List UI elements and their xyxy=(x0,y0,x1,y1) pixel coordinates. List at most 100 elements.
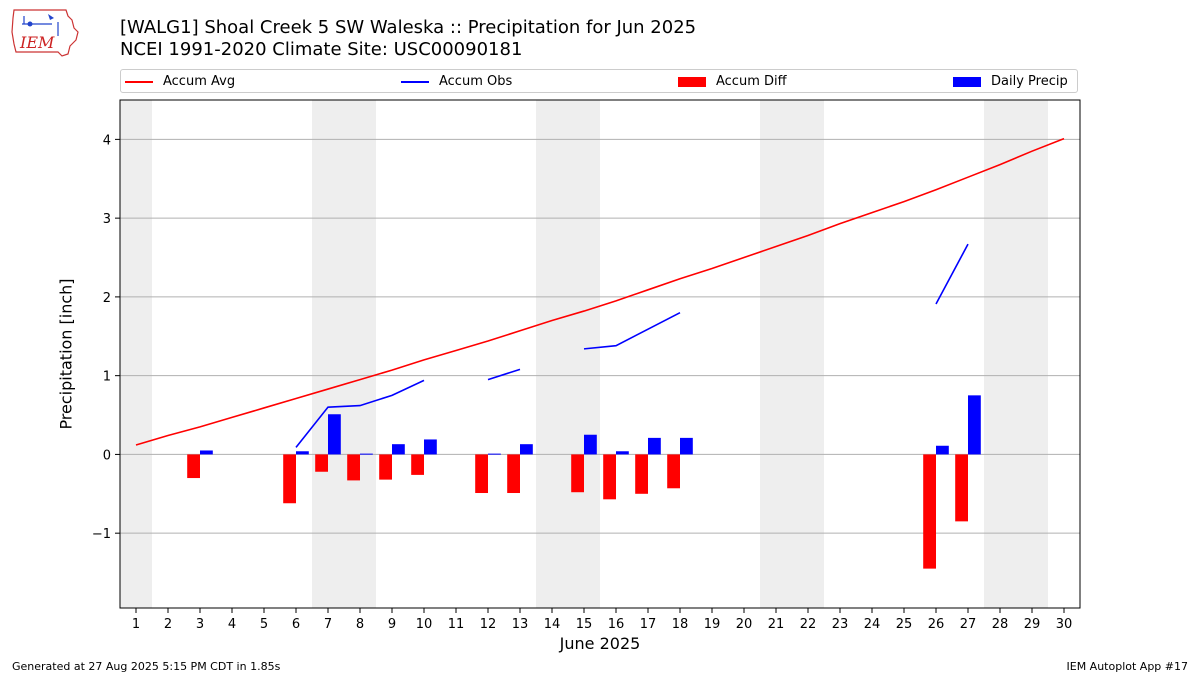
daily-precip-bar xyxy=(648,437,661,455)
accum-diff-bar xyxy=(667,454,680,489)
x-tick-label: 11 xyxy=(448,617,465,632)
x-tick-label: 21 xyxy=(768,617,785,632)
x-tick-label: 27 xyxy=(960,617,977,632)
x-tick-label: 14 xyxy=(544,617,561,632)
legend-item-daily-precip: Daily Precip xyxy=(953,73,1068,91)
weekend-shade xyxy=(312,100,344,608)
accum-obs-line xyxy=(583,311,681,350)
x-tick-label: 12 xyxy=(480,617,497,632)
legend-swatch-daily-precip xyxy=(953,76,981,87)
accum-diff-bar xyxy=(507,454,520,494)
x-tick-label: 8 xyxy=(356,617,364,632)
y-tick-label: 0 xyxy=(103,448,111,463)
accum-diff-bar xyxy=(379,454,392,480)
x-tick-label: 18 xyxy=(672,617,689,632)
weekend-shade xyxy=(120,100,152,608)
x-tick-label: 28 xyxy=(992,617,1009,632)
x-tick-label: 19 xyxy=(704,617,721,632)
x-tick-label: 3 xyxy=(196,617,204,632)
x-tick-label: 9 xyxy=(388,617,396,632)
x-tick-label: 15 xyxy=(576,617,593,632)
y-tick-label: 3 xyxy=(103,212,111,227)
x-tick-label: 24 xyxy=(864,617,881,632)
daily-precip-bar xyxy=(936,445,949,455)
x-tick-label: 10 xyxy=(416,617,433,632)
legend: Accum Avg Accum Obs Accum Diff Daily Pre… xyxy=(120,69,1078,93)
x-tick-label: 26 xyxy=(928,617,945,632)
x-tick-label: 22 xyxy=(800,617,817,632)
legend-label-accum-diff: Accum Diff xyxy=(716,74,787,89)
x-tick-label: 13 xyxy=(512,617,529,632)
chart-title: [WALG1] Shoal Creek 5 SW Waleska :: Prec… xyxy=(120,17,697,38)
daily-precip-bar xyxy=(360,453,373,455)
accum-diff-bar xyxy=(315,454,328,472)
weekend-shade xyxy=(568,100,600,608)
x-tick-label: 30 xyxy=(1056,617,1073,632)
weekend-shade xyxy=(344,100,376,608)
accum-avg-line xyxy=(135,137,1065,446)
accum-obs-line xyxy=(295,379,425,448)
accum-obs-line xyxy=(487,368,521,381)
accum-diff-bar xyxy=(411,454,424,475)
legend-label-accum-obs: Accum Obs xyxy=(439,74,513,89)
legend-item-accum-diff: Accum Diff xyxy=(678,73,787,91)
daily-precip-bar xyxy=(296,451,309,455)
accum-diff-bar xyxy=(603,454,616,500)
daily-precip-bar xyxy=(328,414,341,455)
daily-precip-bar xyxy=(616,451,629,455)
legend-label-accum-avg: Accum Avg xyxy=(163,74,236,89)
weekend-shade xyxy=(760,100,792,608)
y-tick-label: 4 xyxy=(103,133,111,148)
weekend-shade xyxy=(1016,100,1048,608)
daily-precip-bar xyxy=(392,444,405,455)
legend-item-accum-obs: Accum Obs xyxy=(401,73,512,91)
daily-precip-bar xyxy=(968,395,981,455)
x-tick-label: 23 xyxy=(832,617,849,632)
x-tick-label: 5 xyxy=(260,617,268,632)
x-tick-label: 2 xyxy=(164,617,172,632)
y-tick-label: 1 xyxy=(103,370,111,385)
legend-label-daily-precip: Daily Precip xyxy=(991,74,1068,89)
y-axis-label: Precipitation [inch] xyxy=(56,278,76,430)
daily-precip-bar xyxy=(424,439,437,455)
weekend-shade xyxy=(792,100,824,608)
x-tick-label: 1 xyxy=(132,617,140,632)
daily-precip-bar xyxy=(584,434,597,455)
accum-diff-bar xyxy=(187,454,200,479)
accum-diff-bar xyxy=(571,454,584,493)
legend-item-accum-avg: Accum Avg xyxy=(125,73,235,91)
daily-precip-bar xyxy=(680,437,693,455)
legend-swatch-accum-diff xyxy=(678,76,706,87)
x-tick-label: 16 xyxy=(608,617,625,632)
x-tick-label: 20 xyxy=(736,617,753,632)
accum-diff-bar xyxy=(955,454,968,522)
x-axis-label: June 2025 xyxy=(559,634,641,653)
accum-diff-bar xyxy=(283,454,296,504)
x-tick-label: 7 xyxy=(324,617,332,632)
plot-frame xyxy=(119,99,1081,609)
daily-precip-bar xyxy=(520,444,533,455)
chart-subtitle: NCEI 1991-2020 Climate Site: USC00090181 xyxy=(120,39,523,60)
accum-diff-bar xyxy=(347,454,360,481)
x-tick-label: 17 xyxy=(640,617,657,632)
legend-swatch-accum-avg xyxy=(125,80,153,83)
x-tick-label: 25 xyxy=(896,617,913,632)
logo-text: IEM xyxy=(19,33,55,52)
daily-precip-bar xyxy=(200,450,213,455)
legend-swatch-accum-obs xyxy=(401,80,429,83)
weekend-shade xyxy=(984,100,1016,608)
footer-app: IEM Autoplot App #17 xyxy=(1066,660,1189,673)
weekend-shade xyxy=(536,100,568,608)
accum-diff-bar xyxy=(635,454,648,494)
x-tick-label: 4 xyxy=(228,617,236,632)
footer-generated: Generated at 27 Aug 2025 5:15 PM CDT in … xyxy=(12,660,281,673)
iem-logo: IEM xyxy=(11,9,79,57)
accum-diff-bar xyxy=(923,454,936,569)
x-tick-label: 6 xyxy=(292,617,300,632)
y-tick-label: 2 xyxy=(103,291,111,306)
y-tick-label: −1 xyxy=(92,527,111,542)
accum-diff-bar xyxy=(475,454,488,494)
x-tick-label: 29 xyxy=(1024,617,1041,632)
accum-obs-line xyxy=(935,243,969,305)
